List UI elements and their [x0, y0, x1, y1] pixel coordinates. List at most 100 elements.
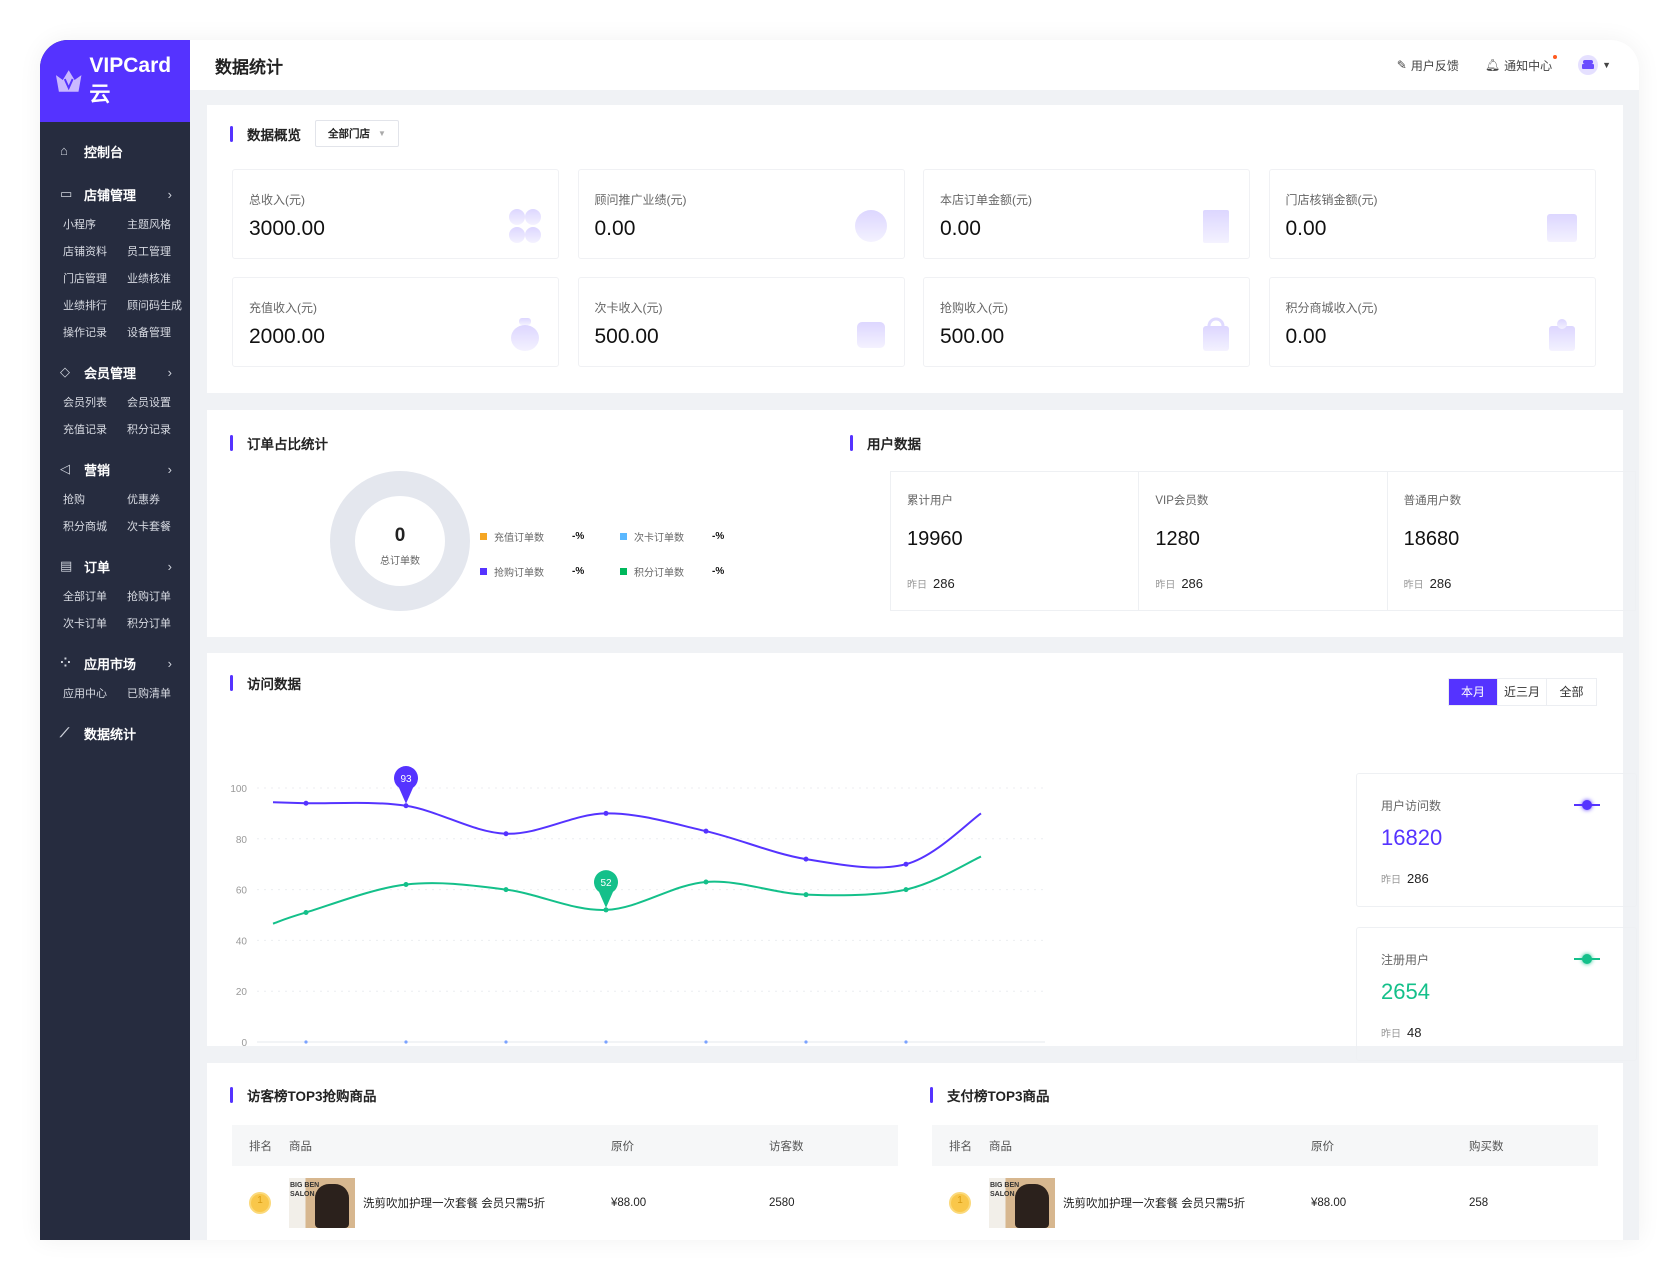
sidebar-subitem[interactable]: 积分订单 — [127, 618, 171, 630]
sidebar-subitem[interactable]: 应用中心 — [63, 688, 107, 700]
sidebar-subitem[interactable]: 积分记录 — [127, 424, 171, 436]
sidebar-subitem[interactable]: 次卡套餐 — [127, 521, 171, 533]
tab-range-1[interactable]: 近三月 — [1498, 679, 1547, 705]
column-header: 原价 — [1311, 1140, 1334, 1153]
data-point[interactable] — [303, 800, 309, 806]
user-stat-value: 1280 — [1155, 528, 1200, 550]
visit-stat-card: 注册用户 2654 昨日 48 — [1356, 927, 1637, 1061]
user-menu[interactable]: ▼ — [1578, 55, 1611, 75]
data-point[interactable] — [903, 887, 909, 893]
sidebar-subitem[interactable]: 抢购 — [63, 494, 85, 506]
stat-card: 积分商城收入(元) 0.00 — [1268, 277, 1596, 367]
data-point[interactable] — [503, 831, 509, 837]
legend-item: 抢购订单数 -% — [480, 564, 620, 579]
sidebar-nav: ⌂ 控制台 ▭ 店铺管理 › 小程序 主题风格店铺资料 员工管理门店管理 业绩核准业绩排行 顾问码… — [40, 122, 190, 751]
tab-range-2[interactable]: 全部 — [1559, 685, 1584, 699]
data-point[interactable] — [903, 861, 909, 867]
data-point[interactable] — [403, 882, 409, 888]
store-select[interactable]: 全部门店 ▼ — [315, 120, 399, 147]
sidebar-subitem[interactable]: 次卡订单 — [63, 618, 107, 630]
gold-medal-icon — [249, 1192, 271, 1214]
x-tick — [704, 1040, 708, 1044]
data-point[interactable] — [803, 892, 809, 898]
y-tick-label: 20 — [236, 987, 248, 998]
section-title: 订单占比统计 — [247, 437, 328, 452]
sidebar-subitem[interactable]: 顾问码生成 — [127, 300, 182, 312]
feedback-label: 用户反馈 — [1410, 58, 1459, 73]
data-point[interactable] — [503, 887, 509, 893]
column-header: 访客数 — [769, 1140, 804, 1153]
top-pay-table: 排名 商品 原价 购买数 BIG BEN SALON 洗剪吹加护理一次套餐 会员只需5折 ¥… — [932, 1125, 1598, 1240]
yesterday-label: 昨日 — [1381, 875, 1401, 886]
data-point[interactable] — [403, 803, 409, 809]
logo[interactable]: VIPCard云 — [40, 40, 190, 122]
data-point[interactable] — [603, 907, 609, 913]
sidebar-subitem[interactable]: 店铺资料 — [63, 246, 107, 258]
data-point[interactable] — [603, 810, 609, 816]
yesterday-label: 昨日 — [907, 580, 927, 591]
sidebar-subitem[interactable]: 操作记录 — [63, 327, 107, 339]
table-row[interactable]: BIG BEN SALON 洗剪吹加护理一次套餐 会员只需5折 ¥88.00 2580 — [232, 1166, 898, 1240]
section-title: 用户数据 — [867, 437, 921, 452]
sidebar-subitem[interactable]: 小程序 — [63, 219, 96, 231]
sidebar-subitem[interactable]: 积分商城 — [63, 521, 107, 533]
sidebar-subitem[interactable]: 业绩排行 — [63, 300, 107, 312]
notification-link[interactable]: 🔔︎ 通知中心 — [1484, 54, 1558, 74]
home-icon: ⌂ — [60, 143, 68, 158]
sidebar-subitem[interactable]: 员工管理 — [127, 246, 171, 258]
page-title: 数据统计 — [215, 57, 283, 77]
sidebar-subitem[interactable]: 充值记录 — [63, 424, 107, 436]
tab-range-0[interactable]: 本月 — [1449, 679, 1498, 705]
sidebar-subitem[interactable]: 会员设置 — [127, 397, 171, 409]
sidebar-item-5[interactable]: ⁘ 应用市场 › — [40, 645, 190, 681]
overview-header: 数据概览 全部门店 ▼ — [230, 120, 399, 147]
sidebar-subitem[interactable]: 会员列表 — [63, 397, 107, 409]
overview-panel: 数据概览 全部门店 ▼ 总收入(元) 3000.00 顾问推广业绩(元) 0.00 本店订… — [207, 105, 1623, 393]
sidebar-item-label: 数据统计 — [84, 726, 137, 742]
caret-down-icon: ▼ — [378, 129, 386, 138]
feedback-link[interactable]: ✎ 用户反馈 — [1397, 57, 1459, 74]
data-point[interactable] — [703, 828, 709, 834]
sidebar-item-4[interactable]: ▤ 订单 › — [40, 548, 190, 584]
stat-card: 顾问推广业绩(元) 0.00 — [577, 169, 905, 259]
sidebar-subitem[interactable]: 业绩核准 — [127, 273, 171, 285]
data-point[interactable] — [303, 909, 309, 915]
legend-label: 抢购订单数 — [494, 568, 544, 579]
sidebar-subitem[interactable]: 优惠券 — [127, 494, 160, 506]
y-tick-label: 60 — [236, 886, 248, 897]
apps-icon: ⁘ — [60, 655, 71, 670]
stat-card: 本店订单金额(元) 0.00 — [923, 169, 1250, 259]
store-icon: ▭ — [60, 186, 73, 201]
sidebar-item-0[interactable]: ⌂ 控制台 — [40, 133, 190, 169]
product-name[interactable]: 洗剪吹加护理一次套餐 会员只需5折 — [363, 1198, 546, 1210]
product-name[interactable]: 洗剪吹加护理一次套餐 会员只需5折 — [1063, 1198, 1246, 1210]
sidebar-item-6[interactable]: ⟋ 数据统计 — [40, 715, 190, 751]
product-thumbnail: BIG BEN SALON — [989, 1178, 1055, 1228]
sidebar-subitem[interactable]: 门店管理 — [63, 273, 107, 285]
sidebar-item-3[interactable]: ◁ 营销 › — [40, 451, 190, 487]
stat-value: 3000.00 — [249, 217, 325, 240]
sidebar-item-1[interactable]: ▭ 店铺管理 › — [40, 176, 190, 212]
sidebar-submenu: 全部订单 抢购订单次卡订单 积分订单 — [40, 584, 190, 638]
data-point[interactable] — [703, 879, 709, 885]
data-point[interactable] — [803, 856, 809, 862]
legend-item: 积分订单数 -% — [620, 564, 760, 579]
sidebar-submenu: 应用中心 已购清单 — [40, 681, 190, 708]
stat-card: 抢购收入(元) 500.00 — [923, 277, 1250, 367]
visits-header: 访问数据 — [230, 673, 301, 693]
yesterday-row: 昨日 48 — [1381, 1025, 1421, 1040]
table-row[interactable]: BIG BEN SALON 洗剪吹加护理一次套餐 会员只需5折 ¥88.00 258 — [932, 1166, 1598, 1240]
yesterday-label: 昨日 — [1403, 580, 1424, 591]
sidebar-subitem[interactable]: 主题风格 — [127, 219, 171, 231]
bell-icon: 🔔︎ — [1484, 58, 1501, 72]
sidebar-subitem[interactable]: 全部订单 — [63, 591, 107, 603]
sidebar-item-2[interactable]: ◇ 会员管理 › — [40, 354, 190, 390]
chart-icon: ⟋ — [60, 725, 70, 740]
sidebar-item-label: 订单 — [84, 559, 111, 575]
chevron-right-icon: › — [167, 364, 172, 380]
sidebar-subitem[interactable]: 抢购订单 — [127, 591, 171, 603]
sidebar-subitem[interactable]: 已购清单 — [127, 688, 171, 700]
product-count: 258 — [1469, 1197, 1489, 1209]
sidebar-subitem[interactable]: 设备管理 — [127, 327, 171, 339]
range-tabs: 本月 近三月 全部 — [1448, 678, 1597, 706]
